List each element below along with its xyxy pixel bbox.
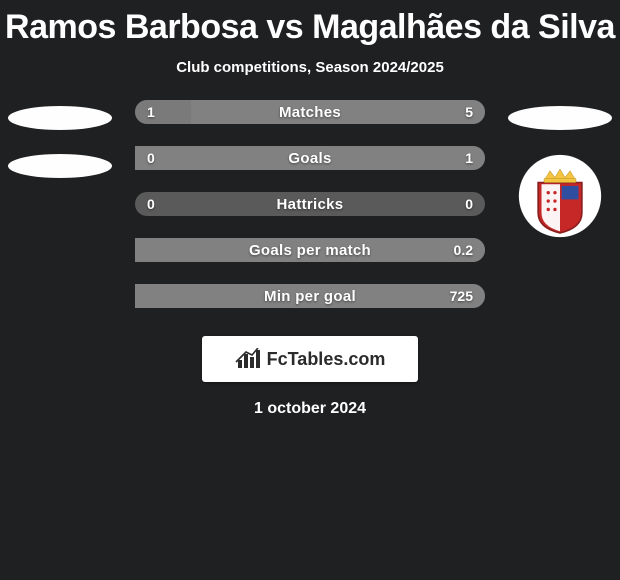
- stat-right-value: 5: [465, 100, 473, 124]
- fctables-watermark: FcTables.com: [202, 336, 418, 382]
- stat-row: 0 Hattricks 0: [135, 192, 485, 216]
- stat-right-value: 1: [465, 146, 473, 170]
- stat-row: 0 Goals 1: [135, 146, 485, 170]
- stat-row: 1 Matches 5: [135, 100, 485, 124]
- stat-rows: 1 Matches 5 0 Goals 1 0 Hattricks 0 Goals per mat…: [135, 100, 485, 308]
- watermark-text: FcTables.com: [267, 349, 386, 370]
- left-badge-1-ellipse: [8, 106, 112, 130]
- stat-label: Goals per match: [249, 242, 371, 259]
- stat-label: Hattricks: [277, 196, 344, 213]
- stat-right-value: 725: [450, 284, 473, 308]
- right-badge-1-ellipse: [508, 106, 612, 130]
- stat-label: Min per goal: [264, 288, 356, 305]
- subtitle: Club competitions, Season 2024/2025: [0, 59, 620, 76]
- stat-label: Goals: [288, 150, 331, 167]
- left-badge-2-ellipse: [8, 154, 112, 178]
- bar-chart-icon: [235, 348, 261, 370]
- left-player-badges: [0, 106, 120, 178]
- date: 1 october 2024: [0, 400, 620, 418]
- stat-left-value: 0: [147, 146, 155, 170]
- stat-left-value: 0: [147, 192, 155, 216]
- stat-right-value: 0.2: [454, 238, 473, 262]
- crest-blue-panel: [562, 186, 579, 199]
- stat-row: Min per goal 725: [135, 284, 485, 308]
- stat-row-left-segment: [135, 100, 191, 124]
- page-title: Ramos Barbosa vs Magalhães da Silva: [0, 0, 620, 47]
- club-crest-icon: [518, 154, 602, 238]
- stat-label: Matches: [279, 104, 341, 121]
- stat-right-value: 0: [465, 192, 473, 216]
- comparison-area: 1 Matches 5 0 Goals 1 0 Hattricks 0 Goals per mat…: [0, 100, 620, 308]
- stat-row: Goals per match 0.2: [135, 238, 485, 262]
- right-player-badges: [500, 106, 620, 238]
- stat-left-value: 1: [147, 100, 155, 124]
